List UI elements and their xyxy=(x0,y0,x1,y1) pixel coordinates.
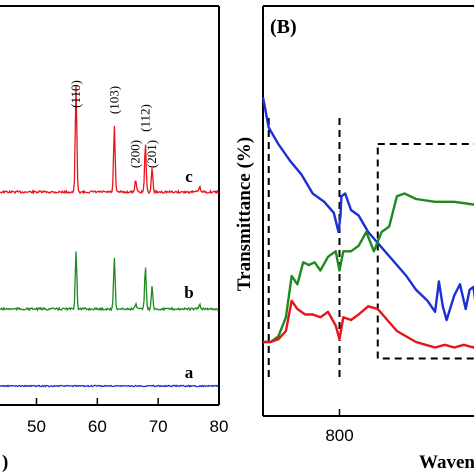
xrd-ticks: 50 60 70 80 xyxy=(27,398,228,436)
ftir-ylabel: Transmittance (%) xyxy=(234,137,255,291)
xrd-xtick-label: 70 xyxy=(149,417,168,436)
xrd-xtick-label: 80 xyxy=(210,417,229,436)
xrd-curve-label-a: a xyxy=(185,363,194,382)
xrd-peak-label: (201) xyxy=(144,140,159,168)
xrd-series-a xyxy=(0,384,219,388)
ftir-dashed-markers xyxy=(267,118,474,380)
xrd-curves xyxy=(0,86,219,388)
xrd-peak-labels: (110) (103) (200) (112) (201) xyxy=(68,80,159,168)
xrd-peak-label: (200) xyxy=(128,140,143,168)
ftir-ticks: 8001600 xyxy=(325,409,474,445)
ftir-dashed-box xyxy=(376,143,474,360)
xrd-xtick-label: 60 xyxy=(88,417,107,436)
ftir-series-0 xyxy=(261,97,474,322)
xrd-curve-label-c: c xyxy=(185,167,193,186)
ftir-panel: 8001600 (B) Transmittance (%) Waven xyxy=(234,5,474,473)
xrd-xtick-label: 50 xyxy=(27,417,46,436)
ftir-series-1 xyxy=(263,192,474,344)
xrd-series-b xyxy=(0,251,219,312)
xrd-xlabel-partial: ) xyxy=(2,452,8,473)
xrd-curve-label-b: b xyxy=(184,283,193,302)
ftir-panel-label: (B) xyxy=(270,16,297,38)
xrd-peak-label: (112) xyxy=(137,104,152,132)
xrd-curve-labels: c b a xyxy=(184,167,193,382)
ftir-xlabel: Waven xyxy=(419,452,474,473)
xrd-series-c xyxy=(0,86,219,195)
ftir-xtick-label: 800 xyxy=(325,426,353,445)
ftir-series-2 xyxy=(263,299,474,349)
xrd-peak-label: (103) xyxy=(106,86,121,114)
xrd-peak-label: (110) xyxy=(68,80,83,108)
xrd-panel: 50 60 70 80 (110) (103) (200) (112) (201) c b a ) xyxy=(0,5,228,473)
ftir-curves xyxy=(261,97,474,349)
